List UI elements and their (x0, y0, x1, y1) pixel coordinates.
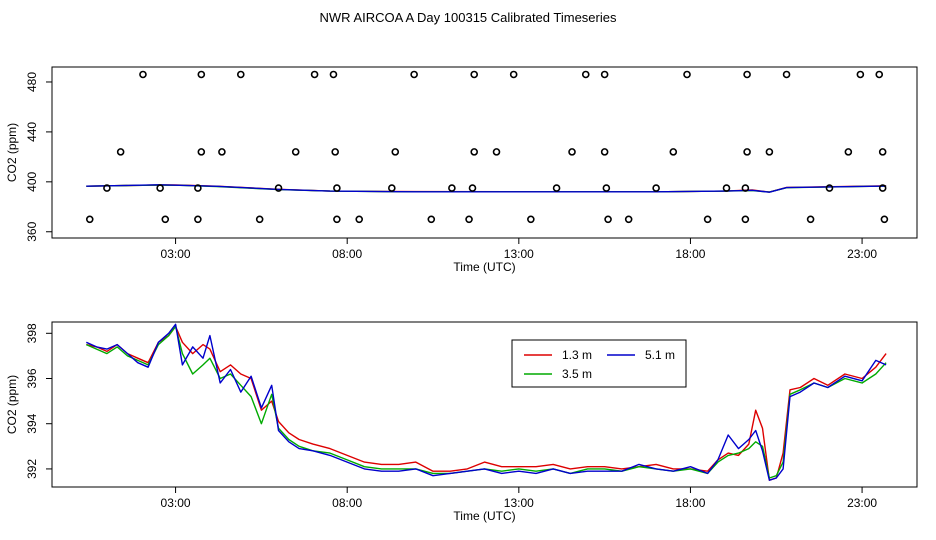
top-point (683, 70, 691, 79)
top-y-tick-label: 400 (25, 172, 39, 192)
bottom-y-tick-label: 398 (25, 323, 39, 343)
top-point (825, 184, 834, 192)
top-point (509, 70, 518, 79)
top-point (880, 215, 889, 224)
bottom-series-line-5-1-m (86, 323, 887, 481)
top-point (85, 215, 94, 224)
top-point (103, 184, 111, 192)
top-point (197, 148, 206, 156)
top-point (878, 184, 887, 192)
top-point (581, 70, 590, 79)
top-point (604, 215, 612, 224)
bottom-x-tick-label: 08:00 (332, 496, 362, 510)
top-point (448, 184, 456, 192)
top-point (878, 148, 887, 156)
top-point (875, 70, 884, 79)
bottom-x-tick-label: 23:00 (847, 496, 877, 510)
top-point (465, 215, 473, 224)
top-point (527, 215, 535, 224)
bottom-y-tick-label: 394 (25, 413, 39, 433)
top-point (743, 70, 751, 79)
top-point (236, 70, 245, 79)
top-point (806, 215, 815, 224)
top-point (624, 215, 633, 224)
top-point (331, 148, 339, 156)
top-point (139, 70, 147, 79)
top-point (743, 148, 751, 156)
top-y-tick-label: 440 (25, 122, 39, 142)
top-point (355, 215, 364, 224)
bottom-x-axis-label: Time (UTC) (453, 509, 515, 523)
top-point (602, 184, 611, 192)
bottom-x-tick-label: 18:00 (675, 496, 705, 510)
top-point (492, 148, 501, 156)
top-point (765, 148, 774, 156)
top-x-axis-label: Time (UTC) (453, 260, 515, 274)
bottom-y-tick-label: 392 (25, 459, 39, 479)
top-x-tick-label: 08:00 (332, 247, 362, 261)
top-point (600, 70, 609, 79)
bottom-plot-frame (51, 321, 918, 488)
top-point (410, 70, 418, 79)
top-point (388, 184, 396, 192)
bottom-panel: 03:00 08:00 13:00 18:00 23:00 392 394 396 398 Tim… (5, 321, 918, 523)
top-point (470, 148, 479, 156)
chart-title: NWR AIRCOA A Day 100315 Calibrated Times… (320, 10, 617, 25)
top-point (194, 215, 202, 224)
top-point (427, 215, 436, 224)
top-series-line-5-1-m (86, 184, 887, 193)
legend-box (511, 339, 687, 388)
top-point (116, 148, 125, 156)
top-point (161, 215, 170, 224)
top-point (310, 70, 319, 79)
top-point (197, 70, 206, 79)
legend-label: 5.1 m (645, 348, 675, 362)
top-point (156, 184, 164, 192)
top-point (669, 148, 678, 156)
top-point (568, 148, 576, 156)
top-point (468, 184, 477, 192)
top-point (470, 70, 479, 79)
top-point (552, 184, 561, 192)
top-point (782, 70, 791, 79)
top-point (333, 215, 341, 224)
top-x-tick-label: 13:00 (504, 247, 534, 261)
bottom-x-tick-label: 13:00 (504, 496, 534, 510)
top-x-tick-label: 18:00 (675, 247, 705, 261)
top-panel: 03:00 08:00 13:00 18:00 23:00 360 400 440 480 Tim… (5, 66, 918, 274)
top-point (844, 148, 853, 156)
bottom-y-axis-label: CO2 (ppm) (5, 375, 19, 434)
top-point (703, 215, 712, 224)
top-point (218, 148, 226, 156)
top-point (600, 148, 609, 156)
top-x-tick-label: 23:00 (847, 247, 877, 261)
top-point (856, 70, 865, 79)
top-point (741, 215, 750, 224)
top-point (329, 70, 338, 79)
top-y-tick-label: 480 (25, 72, 39, 92)
top-point (194, 184, 202, 192)
top-point (274, 184, 283, 192)
top-y-axis-label: CO2 (ppm) (5, 123, 19, 182)
top-point (652, 184, 660, 192)
top-point (291, 148, 300, 156)
bottom-y-tick-label: 396 (25, 368, 39, 388)
top-y-tick-label: 360 (25, 221, 39, 241)
legend-label: 3.5 m (562, 367, 592, 381)
top-point (722, 184, 731, 192)
top-plot-frame (51, 66, 918, 239)
legend-label: 1.3 m (562, 348, 592, 362)
legend: 1.3 m 3.5 m 5.1 m (511, 339, 687, 388)
top-point (391, 148, 400, 156)
bottom-series-line-1-3-m (86, 325, 887, 481)
top-x-tick-label: 03:00 (161, 247, 191, 261)
top-point (255, 215, 264, 224)
bottom-x-tick-label: 03:00 (161, 496, 191, 510)
top-point (741, 184, 750, 192)
top-point (333, 184, 341, 192)
